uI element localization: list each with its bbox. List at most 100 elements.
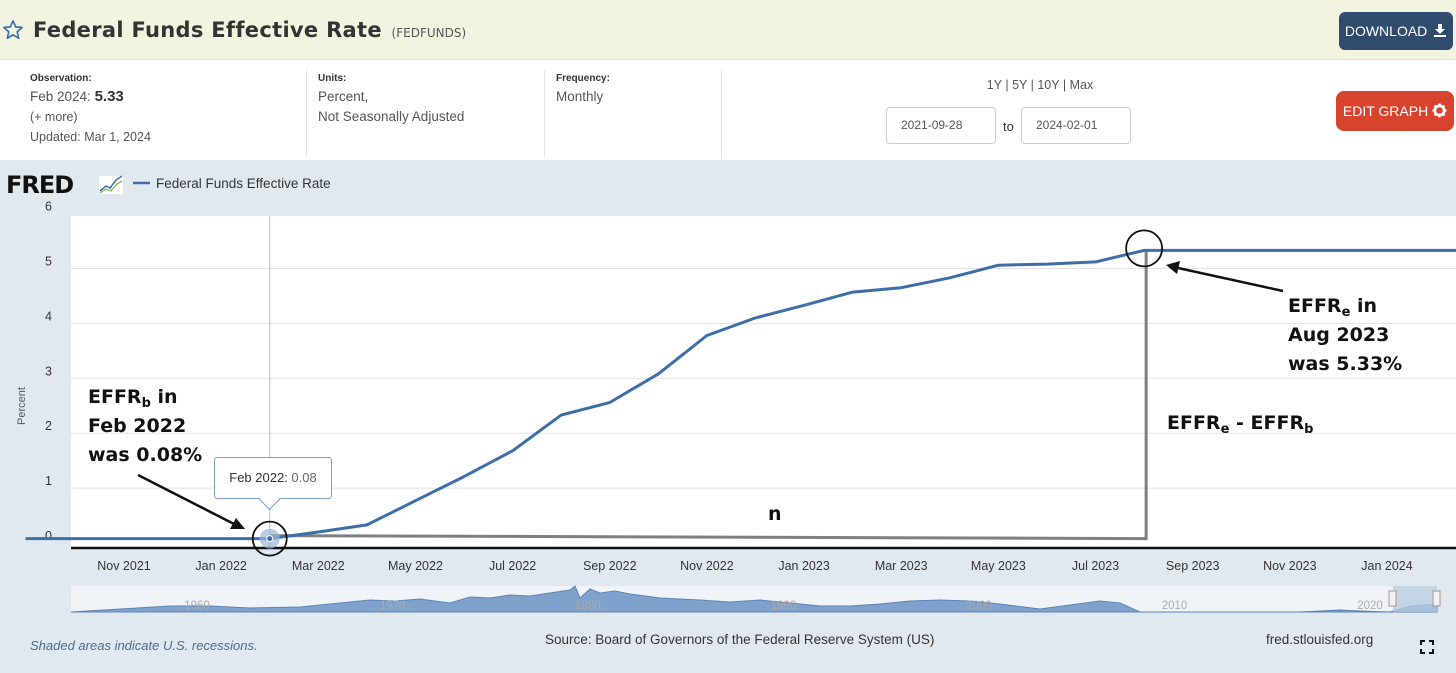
source-text: Source: Board of Governors of the Federa… <box>545 632 935 647</box>
tooltip-label: Feb 2022: <box>229 470 288 485</box>
y-tick-label: 6 <box>45 200 52 214</box>
x-tick-label: May 2022 <box>388 559 443 573</box>
observation-value: Feb 2024: 5.33 <box>30 87 306 107</box>
x-tick-label: Mar 2022 <box>292 559 345 573</box>
range-5y[interactable]: 5Y <box>1012 78 1028 92</box>
range-1y[interactable]: 1Y <box>986 78 1002 92</box>
start-annotation-line-3: was 0.08% <box>88 444 203 466</box>
y-tick-label: 2 <box>45 419 52 433</box>
x-tick-label: Jul 2022 <box>489 559 536 573</box>
navigator-tick-label: 2000 <box>966 600 992 612</box>
navigator-tick-label: 1980 <box>575 600 601 612</box>
fred-logo-graph-icon <box>99 175 123 194</box>
series-id: (FEDFUNDS) <box>391 26 467 40</box>
gear-icon <box>1432 103 1447 118</box>
edit-graph-button[interactable]: EDIT GRAPH <box>1336 91 1454 131</box>
y-tick-label: 4 <box>45 309 52 323</box>
edit-graph-label: EDIT GRAPH <box>1342 103 1429 119</box>
x-tick-label: Nov 2023 <box>1263 559 1317 573</box>
more-observations-link[interactable]: (+ more) <box>30 110 78 124</box>
end-annotation: EFFRe in Aug 2023 was 5.33% <box>1288 292 1402 379</box>
units-column: Units: Percent, Not Seasonally Adjusted <box>307 70 545 158</box>
navigator-tick-label: 2020 <box>1357 600 1383 612</box>
navigator-tick-label: 1970 <box>380 600 406 612</box>
frequency-value: Monthly <box>556 89 604 104</box>
download-icon <box>1434 24 1447 37</box>
annotation-path <box>269 250 1148 541</box>
start-date-input[interactable]: 2021-09-28 <box>886 107 996 144</box>
download-button[interactable]: DOWNLOAD <box>1339 12 1453 50</box>
n-label: n <box>768 503 782 525</box>
x-tick-label: Jul 2023 <box>1072 559 1119 573</box>
recession-note: Shaded areas indicate U.S. recessions. <box>30 638 258 653</box>
navigator-tick-label: 1990 <box>771 600 797 612</box>
units-line-1: Percent, <box>318 89 369 104</box>
line-chart[interactable]: FRED Federal Funds Effective Rate 0 1 2 3 4 5… <box>0 160 1456 633</box>
title-bar: Federal Funds Effective Rate (FEDFUNDS) … <box>0 0 1456 60</box>
navigator[interactable]: 1960 1970 1980 1990 2000 2010 2020 <box>70 585 1441 613</box>
y-tick-label: 3 <box>45 364 52 378</box>
y-axis-label: Percent <box>16 387 28 425</box>
navigator-handle-left[interactable] <box>1388 590 1397 607</box>
navigator-series-area <box>70 585 1438 613</box>
end-arrow <box>1177 266 1284 293</box>
navigator-tick-label: 1960 <box>184 600 210 612</box>
hover-tooltip: Feb 2022: 0.08 <box>214 457 332 499</box>
x-tick-label: Mar 2023 <box>875 559 928 573</box>
start-arrow <box>137 473 237 527</box>
y-tick-label: 1 <box>45 474 52 488</box>
navigator-selection[interactable] <box>1393 586 1437 612</box>
start-annotation-line-2: Feb 2022 <box>88 415 187 437</box>
start-point-circle <box>251 520 288 557</box>
x-tick-label: Sep 2022 <box>583 559 637 573</box>
navigator-handle-right[interactable] <box>1432 590 1441 607</box>
start-annotation: EFFRb in Feb 2022 was 0.08% <box>88 383 202 470</box>
navigator-ticks: 1960 1970 1980 1990 2000 2010 2020 <box>184 600 1383 612</box>
hover-point-core <box>266 535 274 543</box>
download-label: DOWNLOAD <box>1344 23 1428 39</box>
start-arrowhead-icon <box>230 518 245 529</box>
metadata-panel: Observation: Feb 2024: 5.33 (+ more) Upd… <box>0 60 1456 160</box>
start-annotation-line-1: EFFRb in <box>88 386 178 411</box>
difference-annotation: EFFRe - EFFRb <box>1167 412 1314 437</box>
x-tick-label: Sep 2023 <box>1166 559 1220 573</box>
end-point-circle <box>1125 229 1164 268</box>
to-label: to <box>1003 119 1014 134</box>
range-max[interactable]: Max <box>1069 78 1094 92</box>
x-tick-label: Jan 2022 <box>195 559 246 573</box>
range-selector: 1Y | 5Y | 10Y | Max <box>986 78 1094 92</box>
updated-date: Updated: Mar 1, 2024 <box>30 130 151 144</box>
end-date-input[interactable]: 2024-02-01 <box>1021 107 1131 144</box>
legend-label: Federal Funds Effective Rate <box>156 176 331 191</box>
fullscreen-icon[interactable] <box>1420 640 1434 654</box>
range-10y[interactable]: 10Y <box>1037 78 1060 92</box>
x-tick-label: Jan 2024 <box>1361 559 1412 573</box>
observation-column: Observation: Feb 2024: 5.33 (+ more) Upd… <box>30 70 307 158</box>
site-link[interactable]: fred.stlouisfed.org <box>1266 632 1374 647</box>
y-tick-label: 0 <box>45 529 52 543</box>
x-tick-label: Nov 2022 <box>680 559 734 573</box>
x-tick-label: Jan 2023 <box>778 559 829 573</box>
units-label: Units: <box>318 73 347 84</box>
x-tick-label: May 2023 <box>971 559 1026 573</box>
end-annotation-line-3: was 5.33% <box>1288 353 1403 375</box>
fred-logo: FRED <box>6 171 73 199</box>
series-line[interactable] <box>25 248 1456 541</box>
star-icon[interactable] <box>2 19 24 41</box>
y-axis-ticks: 0 1 2 3 4 5 6 <box>45 200 52 543</box>
observation-label: Observation: <box>30 73 92 84</box>
y-tick-label: 5 <box>45 255 52 269</box>
units-line-2: Not Seasonally Adjusted <box>318 109 465 124</box>
navigator-tick-label: 2010 <box>1162 600 1188 612</box>
frequency-label: Frequency: <box>556 73 610 84</box>
x-tick-label: Nov 2021 <box>97 559 151 573</box>
frequency-column: Frequency: Monthly <box>545 70 722 158</box>
end-arrowhead-icon <box>1166 261 1180 274</box>
chart-panel: FRED Federal Funds Effective Rate 0 1 2 3 4 5… <box>0 160 1456 673</box>
x-axis-ticks: Nov 2021 Jan 2022 Mar 2022 May 2022 Jul 2022… <box>97 559 1413 573</box>
series-title: Federal Funds Effective Rate <box>33 18 382 42</box>
observation-date: Feb 2024: <box>30 89 91 104</box>
end-annotation-line-2: Aug 2023 <box>1288 324 1390 346</box>
observation-number: 5.33 <box>94 88 124 105</box>
tooltip-value: 0.08 <box>291 470 317 485</box>
